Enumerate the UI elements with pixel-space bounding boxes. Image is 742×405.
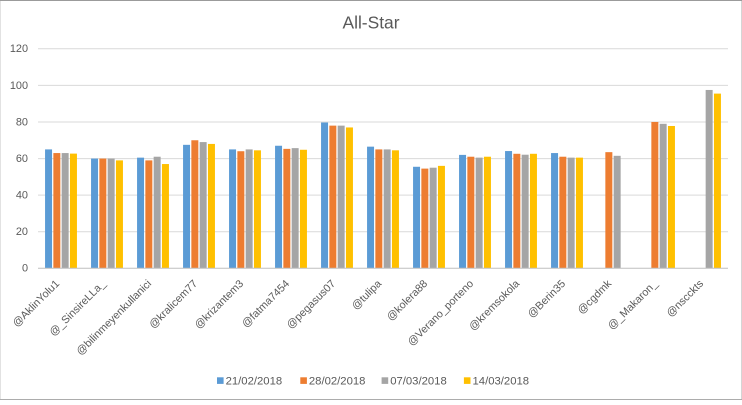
svg-text:80: 80 xyxy=(16,116,28,128)
svg-text:07/03/2018: 07/03/2018 xyxy=(390,375,447,387)
svg-text:21/02/2018: 21/02/2018 xyxy=(226,375,283,387)
svg-text:40: 40 xyxy=(16,190,28,202)
svg-text:20: 20 xyxy=(16,226,28,238)
svg-text:All-Star: All-Star xyxy=(342,13,399,33)
svg-text:100: 100 xyxy=(10,80,28,92)
svg-text:60: 60 xyxy=(16,153,28,165)
svg-text:120: 120 xyxy=(10,43,28,55)
svg-text:14/03/2018: 14/03/2018 xyxy=(473,375,530,387)
svg-text:0: 0 xyxy=(22,263,28,275)
svg-text:28/02/2018: 28/02/2018 xyxy=(309,375,366,387)
